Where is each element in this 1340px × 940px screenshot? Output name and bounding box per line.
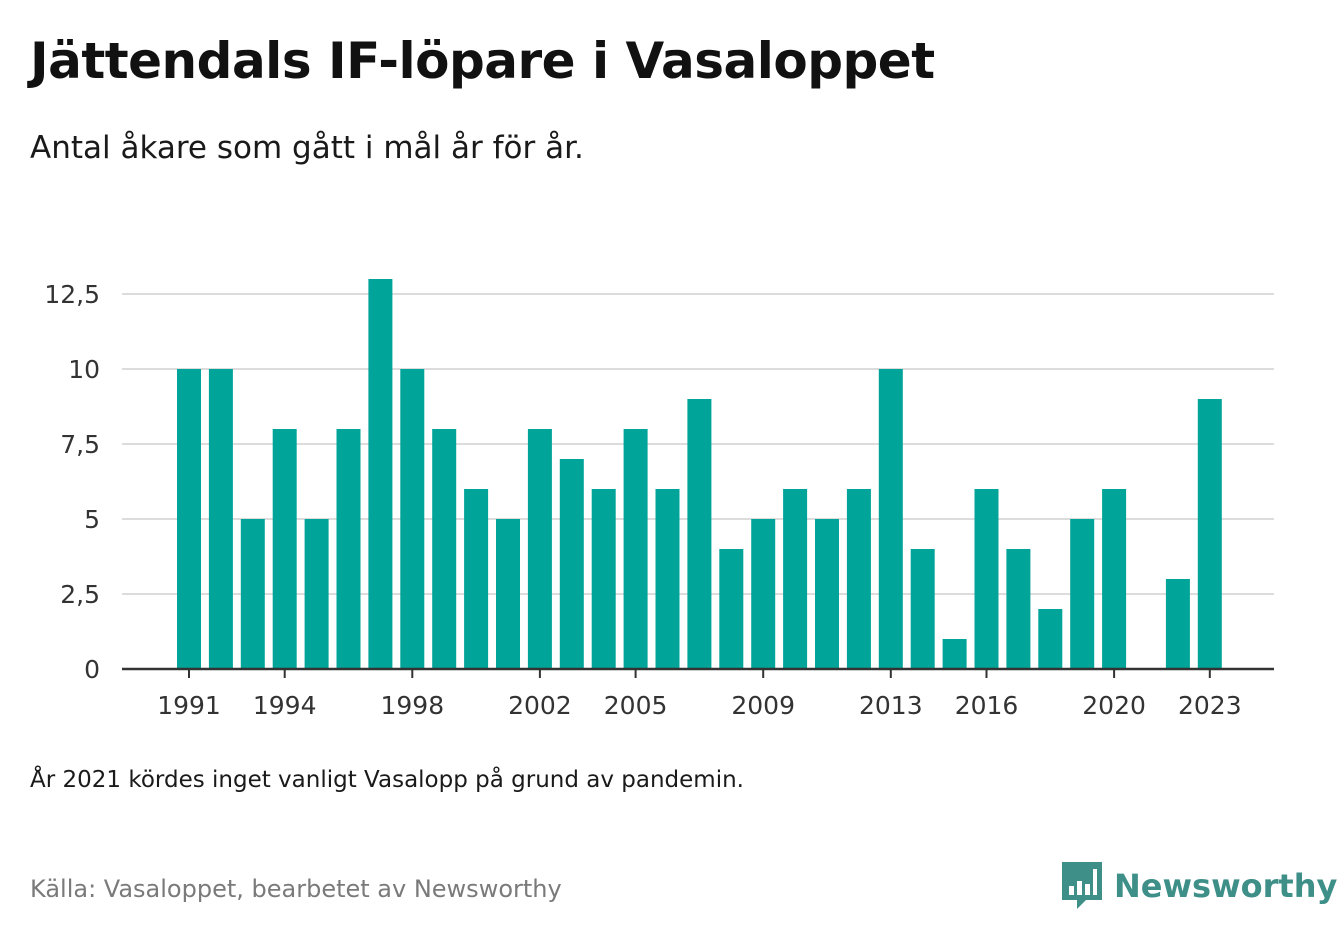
bar-2010 xyxy=(783,489,808,669)
bar-2016 xyxy=(974,489,999,669)
y-tick-label: 7,5 xyxy=(60,430,100,459)
x-tick-label: 2020 xyxy=(1082,691,1146,720)
bar-1997 xyxy=(368,279,393,669)
bar-chart: 0 2,5 5 7,5 10 12,5 1991 1994 1998 2002 2005 2009 20… xyxy=(44,279,1274,720)
y-tick-label: 10 xyxy=(68,355,100,384)
x-tick-label: 1994 xyxy=(253,691,317,720)
chart-title: Jättendals IF-löpare i Vasaloppet xyxy=(30,32,935,90)
x-tick-label: 2009 xyxy=(731,691,795,720)
bar-2011 xyxy=(815,519,839,669)
bar-2003 xyxy=(559,459,584,669)
y-tick-label: 0 xyxy=(84,655,100,684)
bar-2006 xyxy=(655,489,680,669)
bar-2022 xyxy=(1165,579,1190,669)
bar-1998 xyxy=(400,369,425,669)
x-tick-label: 2016 xyxy=(955,691,1019,720)
bar-2019 xyxy=(1070,519,1095,669)
bar-2004 xyxy=(591,489,616,669)
bar-1992 xyxy=(208,369,233,669)
bar-1991 xyxy=(177,369,201,669)
bar-1995 xyxy=(304,519,329,669)
bar-2018 xyxy=(1038,609,1063,669)
bar-1996 xyxy=(336,429,361,669)
bar-2007 xyxy=(687,399,712,669)
footnote: År 2021 kördes inget vanligt Vasalopp på… xyxy=(30,767,744,793)
bar-2015 xyxy=(942,639,967,669)
bar-2001 xyxy=(496,519,520,669)
source-credit: Källa: Vasaloppet, bearbetet av Newswort… xyxy=(30,875,562,903)
bar-2002 xyxy=(527,429,552,669)
bar-2008 xyxy=(719,549,744,669)
x-tick-label: 1998 xyxy=(380,691,444,720)
bar-2020 xyxy=(1102,489,1127,669)
bar-2023 xyxy=(1197,399,1222,669)
bar-2000 xyxy=(464,489,489,669)
chart-subtitle: Antal åkare som gått i mål år för år. xyxy=(30,130,584,166)
x-tick-label: 2002 xyxy=(508,691,572,720)
x-tick-label: 2005 xyxy=(604,691,668,720)
bar-1999 xyxy=(432,429,457,669)
x-tick-label: 1991 xyxy=(157,691,221,720)
x-tick-label: 2023 xyxy=(1178,691,1242,720)
bar-1993 xyxy=(240,519,265,669)
bars xyxy=(177,279,1222,669)
y-tick-label: 12,5 xyxy=(44,280,100,309)
bar-1994 xyxy=(272,429,297,669)
bar-2009 xyxy=(751,519,776,669)
axes: 0 2,5 5 7,5 10 12,5 1991 1994 1998 2002 2005 2009 20… xyxy=(44,280,1274,720)
bar-2013 xyxy=(878,369,903,669)
bar-2012 xyxy=(846,489,871,669)
bar-2017 xyxy=(1006,549,1031,669)
y-tick-label: 5 xyxy=(84,505,100,534)
y-tick-label: 2,5 xyxy=(60,580,100,609)
bar-2005 xyxy=(623,429,648,669)
brand-name: Newsworthy xyxy=(1114,867,1338,905)
x-tick-label: 2013 xyxy=(859,691,923,720)
bar-2014 xyxy=(910,549,935,669)
brand-logo[interactable]: Newsworthy xyxy=(1062,862,1337,910)
newsworthy-logo-icon xyxy=(1062,862,1102,909)
